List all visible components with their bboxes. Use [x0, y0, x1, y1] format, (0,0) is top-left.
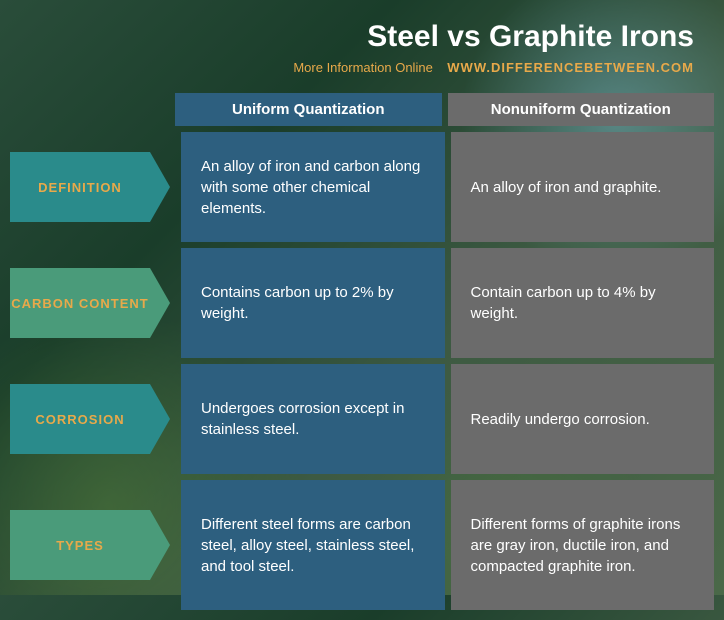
row-label-wrap: CORROSION [10, 364, 175, 474]
column-header-2: Nonuniform Quantization [448, 93, 715, 126]
comparison-grid: Uniform Quantization Nonuniform Quantiza… [0, 85, 724, 620]
column-headers: Uniform Quantization Nonuniform Quantiza… [175, 93, 714, 126]
cell-corrosion-col1: Undergoes corrosion except in stainless … [181, 364, 445, 474]
cell-definition-col2: An alloy of iron and graphite. [451, 132, 715, 242]
table-row: TYPES Different steel forms are carbon s… [10, 480, 714, 610]
table-row: CORROSION Undergoes corrosion except in … [10, 364, 714, 474]
cell-carbon-col2: Contain carbon up to 4% by weight. [451, 248, 715, 358]
source-link[interactable]: WWW.DIFFERENCEBETWEEN.COM [447, 60, 694, 75]
cell-corrosion-col2: Readily undergo corrosion. [451, 364, 715, 474]
cell-types-col1: Different steel forms are carbon steel, … [181, 480, 445, 610]
row-label-wrap: DEFINITION [10, 132, 175, 242]
row-label-types: TYPES [10, 510, 150, 580]
row-label-carbon: CARBON CONTENT [10, 268, 150, 338]
column-header-1: Uniform Quantization [175, 93, 442, 126]
row-label-wrap: CARBON CONTENT [10, 248, 175, 358]
page-title: Steel vs Graphite Irons [30, 20, 694, 54]
cell-types-col2: Different forms of graphite irons are gr… [451, 480, 715, 610]
cell-carbon-col1: Contains carbon up to 2% by weight. [181, 248, 445, 358]
cell-definition-col1: An alloy of iron and carbon along with s… [181, 132, 445, 242]
table-row: CARBON CONTENT Contains carbon up to 2% … [10, 248, 714, 358]
subtitle: More Information Online WWW.DIFFERENCEBE… [30, 60, 694, 75]
row-label-wrap: TYPES [10, 480, 175, 610]
table-row: DEFINITION An alloy of iron and carbon a… [10, 132, 714, 242]
header: Steel vs Graphite Irons More Information… [0, 0, 724, 85]
row-label-corrosion: CORROSION [10, 384, 150, 454]
subtitle-label: More Information Online [293, 60, 432, 75]
row-label-definition: DEFINITION [10, 152, 150, 222]
